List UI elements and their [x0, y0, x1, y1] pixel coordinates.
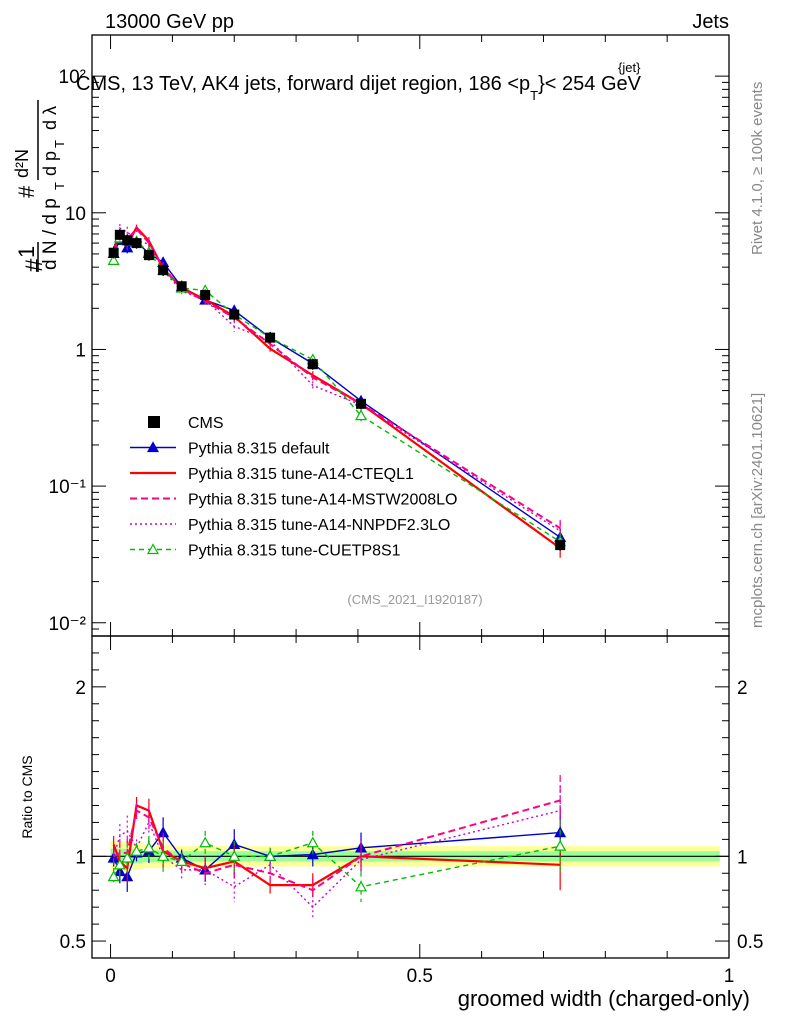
- cms-point: [122, 235, 133, 246]
- cms-point: [158, 265, 169, 276]
- ylabel-top: # 1 d N / d p T # d²N d p T d λ: [12, 100, 67, 272]
- y-tick-label-ratio: 2: [75, 678, 86, 699]
- series-point: [554, 839, 567, 851]
- series-ratio-3: [112, 785, 561, 920]
- series-point: [306, 836, 319, 848]
- y-tick-label-ratio-right: 0.5: [737, 932, 763, 953]
- y-tick-label-main: 10: [65, 204, 86, 225]
- cms-point: [108, 247, 119, 258]
- y-tick-label-main: 10²: [59, 67, 86, 88]
- title-suffix: }< 254 GeV: [538, 73, 642, 95]
- watermark: (CMS_2021_I1920187): [347, 592, 482, 607]
- svg-text:d²N: d²N: [12, 149, 32, 178]
- series-point: [306, 848, 319, 860]
- legend-marker-cms: [148, 416, 160, 428]
- ylabel-ratio: Ratio to CMS: [19, 755, 35, 838]
- y-tick-label-ratio-right: 2: [737, 678, 748, 699]
- cms-point: [356, 398, 367, 409]
- legend-marker-4: [146, 543, 160, 555]
- cms-point: [555, 540, 566, 551]
- cms-point: [114, 229, 125, 240]
- y-tick-label-main: 10⁻²: [49, 614, 87, 635]
- cms-point: [176, 281, 187, 292]
- legend-label-3: Pythia 8.315 tune-A14-NNPDF2.3LO: [188, 517, 450, 534]
- series-point: [113, 858, 126, 870]
- header-energy: 13000 GeV pp: [105, 11, 234, 33]
- ratio-frame: [91, 635, 730, 959]
- svg-text:d N / d p: d N / d p: [40, 198, 61, 270]
- series-point: [355, 409, 368, 421]
- series-ratio-4: [107, 820, 567, 903]
- svg-text:T: T: [52, 140, 67, 148]
- title-prefix: CMS, 13 TeV, AK4 jets, forward dijet reg…: [76, 73, 530, 95]
- series-point: [264, 850, 277, 861]
- side-mcplots: mcplots.cern.ch [arXiv:2401.10621]: [749, 393, 766, 628]
- legend-label-cms: CMS: [188, 415, 224, 432]
- cms-point: [229, 309, 240, 320]
- svg-text:T: T: [52, 182, 67, 190]
- main-panel: 10⁻² 10⁻¹ 1 10 10²: [49, 34, 730, 958]
- y-tick-label-ratio-right: 1: [737, 847, 748, 868]
- x-tick-label: 0.5: [407, 966, 433, 987]
- title-sub: T: [530, 88, 538, 103]
- legend-label-2: Pythia 8.315 tune-A14-MSTW2008LO: [188, 492, 457, 509]
- ylabel-top-glyphs: # 1 d N / d p T # d²N d p T d λ: [12, 100, 67, 272]
- y-tick-label-ratio: 1: [75, 847, 86, 868]
- y-tick-label-main: 10⁻¹: [49, 477, 87, 498]
- svg-text:#: #: [14, 185, 39, 198]
- legend-label-1: Pythia 8.315 tune-A14-CTEQL1: [188, 466, 414, 483]
- title-sup: {jet}: [618, 60, 641, 75]
- svg-text:#: #: [21, 258, 48, 272]
- series-point: [107, 870, 120, 882]
- series-point: [157, 850, 170, 861]
- series-point: [142, 841, 155, 853]
- series-point: [121, 851, 134, 863]
- chart-title: CMS, 13 TeV, AK4 jets, forward dijet reg…: [76, 73, 642, 103]
- y-tick-label-main: 1: [75, 340, 86, 361]
- x-tick-label: 1: [724, 966, 735, 987]
- cms-point: [200, 290, 211, 301]
- cms-point: [307, 359, 318, 370]
- legend: CMS Pythia 8.315 default Pythia 8.315 tune…: [130, 415, 457, 560]
- cms-point: [265, 332, 276, 343]
- side-rivet: Rivet 4.1.0, ≥ 100k events: [749, 82, 766, 255]
- series-point: [107, 254, 120, 265]
- legend-label-0: Pythia 8.315 default: [188, 441, 330, 458]
- series-point: [175, 855, 188, 867]
- series-point: [130, 844, 143, 856]
- series-point: [199, 836, 212, 848]
- y-tick-label-ratio: 0.5: [60, 932, 86, 953]
- svg-text:1: 1: [14, 246, 39, 258]
- svg-text:d p: d p: [40, 151, 60, 176]
- legend-label-4: Pythia 8.315 tune-CUETP8S1: [188, 543, 401, 560]
- cms-point: [131, 238, 142, 249]
- x-tick-label: 0: [105, 966, 116, 987]
- series-point: [355, 880, 368, 892]
- svg-text:d λ: d λ: [40, 106, 60, 130]
- header-category: Jets: [692, 11, 729, 33]
- cms-point: [143, 250, 154, 261]
- series-point: [228, 850, 241, 861]
- ratio-panel: 0 0.5 10.5 0.51 12 2: [60, 635, 763, 987]
- legend-marker-0: [146, 441, 160, 453]
- xlabel: groomed width (charged-only): [458, 986, 750, 1011]
